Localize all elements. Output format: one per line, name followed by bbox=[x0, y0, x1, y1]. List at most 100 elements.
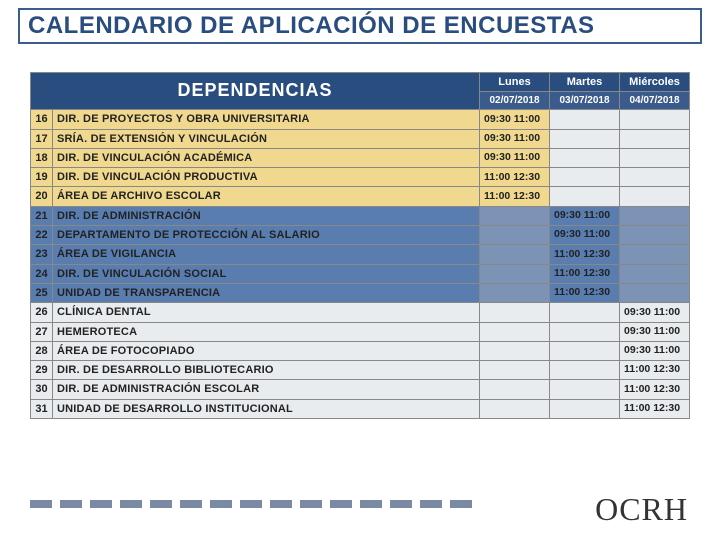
time-cell: 11:00 12:30 bbox=[620, 361, 690, 380]
time-cell: 09:30 11:00 bbox=[620, 341, 690, 360]
time-cell bbox=[550, 399, 620, 418]
dependency-name: DIR. DE PROYECTOS Y OBRA UNIVERSITARIA bbox=[53, 110, 480, 129]
dash bbox=[330, 500, 352, 508]
time-cell bbox=[480, 264, 550, 283]
row-number: 25 bbox=[31, 283, 53, 302]
time-cell: 09:30 11:00 bbox=[550, 206, 620, 225]
dependency-name: SRÍA. DE EXTENSIÓN Y VINCULACIÓN bbox=[53, 129, 480, 148]
row-number: 26 bbox=[31, 303, 53, 322]
dash bbox=[210, 500, 232, 508]
dependency-name: UNIDAD DE TRANSPARENCIA bbox=[53, 283, 480, 302]
dash bbox=[270, 500, 292, 508]
row-number: 19 bbox=[31, 168, 53, 187]
row-number: 22 bbox=[31, 226, 53, 245]
footer-dashes bbox=[30, 500, 472, 508]
dependency-name: HEMEROTECA bbox=[53, 322, 480, 341]
dependency-name: DIR. DE VINCULACIÓN PRODUCTIVA bbox=[53, 168, 480, 187]
dependency-name: ÁREA DE ARCHIVO ESCOLAR bbox=[53, 187, 480, 206]
time-cell bbox=[550, 341, 620, 360]
table-row: 23ÁREA DE VIGILANCIA11:00 12:30 bbox=[31, 245, 690, 264]
time-cell bbox=[620, 168, 690, 187]
row-number: 16 bbox=[31, 110, 53, 129]
time-cell bbox=[550, 361, 620, 380]
time-cell bbox=[480, 322, 550, 341]
dependency-name: ÁREA DE VIGILANCIA bbox=[53, 245, 480, 264]
time-cell bbox=[620, 187, 690, 206]
dash bbox=[420, 500, 442, 508]
time-cell bbox=[550, 168, 620, 187]
page-title: CALENDARIO DE APLICACIÓN DE ENCUESTAS bbox=[18, 8, 702, 44]
time-cell bbox=[480, 245, 550, 264]
dash bbox=[390, 500, 412, 508]
time-cell bbox=[620, 245, 690, 264]
dash bbox=[360, 500, 382, 508]
table-row: 26CLÍNICA DENTAL09:30 11:00 bbox=[31, 303, 690, 322]
header-day-1: Martes bbox=[550, 73, 620, 92]
dependency-name: ÁREA DE FOTOCOPIADO bbox=[53, 341, 480, 360]
time-cell bbox=[550, 380, 620, 399]
time-cell bbox=[480, 226, 550, 245]
header-date-0: 02/07/2018 bbox=[480, 92, 550, 110]
time-cell: 11:00 12:30 bbox=[550, 264, 620, 283]
header-date-2: 04/07/2018 bbox=[620, 92, 690, 110]
time-cell: 11:00 12:30 bbox=[620, 399, 690, 418]
table-row: 17SRÍA. DE EXTENSIÓN Y VINCULACIÓN09:30 … bbox=[31, 129, 690, 148]
time-cell bbox=[480, 283, 550, 302]
dependency-name: DIR. DE DESARROLLO BIBLIOTECARIO bbox=[53, 361, 480, 380]
table-row: 24DIR. DE VINCULACIÓN SOCIAL11:00 12:30 bbox=[31, 264, 690, 283]
time-cell bbox=[550, 187, 620, 206]
row-number: 23 bbox=[31, 245, 53, 264]
time-cell bbox=[550, 110, 620, 129]
time-cell: 11:00 12:30 bbox=[620, 380, 690, 399]
header-day-0: Lunes bbox=[480, 73, 550, 92]
dash bbox=[90, 500, 112, 508]
row-number: 21 bbox=[31, 206, 53, 225]
time-cell bbox=[620, 110, 690, 129]
dash bbox=[30, 500, 52, 508]
dash bbox=[300, 500, 322, 508]
time-cell bbox=[550, 129, 620, 148]
time-cell: 11:00 12:30 bbox=[550, 283, 620, 302]
row-number: 17 bbox=[31, 129, 53, 148]
time-cell bbox=[620, 226, 690, 245]
time-cell: 09:30 11:00 bbox=[550, 226, 620, 245]
row-number: 31 bbox=[31, 399, 53, 418]
time-cell bbox=[480, 361, 550, 380]
table-row: 29DIR. DE DESARROLLO BIBLIOTECARIO 11:00 … bbox=[31, 361, 690, 380]
table-row: 18DIR. DE VINCULACIÓN ACADÉMICA09:30 11:… bbox=[31, 148, 690, 167]
time-cell: 09:30 11:00 bbox=[480, 148, 550, 167]
dependency-name: DIR. DE VINCULACIÓN ACADÉMICA bbox=[53, 148, 480, 167]
table-row: 22DEPARTAMENTO DE PROTECCIÓN AL SALARIO 0… bbox=[31, 226, 690, 245]
time-cell bbox=[480, 206, 550, 225]
dash bbox=[450, 500, 472, 508]
time-cell: 11:00 12:30 bbox=[480, 187, 550, 206]
table-row: 31UNIDAD DE DESARROLLO INSTITUCIONAL 11:0… bbox=[31, 399, 690, 418]
row-number: 29 bbox=[31, 361, 53, 380]
dependency-name: DEPARTAMENTO DE PROTECCIÓN AL SALARIO bbox=[53, 226, 480, 245]
time-cell bbox=[480, 399, 550, 418]
dash bbox=[150, 500, 172, 508]
table-row: 16DIR. DE PROYECTOS Y OBRA UNIVERSITARIA… bbox=[31, 110, 690, 129]
table-row: 28ÁREA DE FOTOCOPIADO09:30 11:00 bbox=[31, 341, 690, 360]
time-cell bbox=[480, 341, 550, 360]
dependency-name: UNIDAD DE DESARROLLO INSTITUCIONAL bbox=[53, 399, 480, 418]
table-row: 30DIR. DE ADMINISTRACIÓN ESCOLAR 11:00 12… bbox=[31, 380, 690, 399]
time-cell: 09:30 11:00 bbox=[620, 322, 690, 341]
row-number: 30 bbox=[31, 380, 53, 399]
schedule-table: DEPENDENCIAS Lunes Martes Miércoles 02/0… bbox=[30, 72, 690, 419]
table-body: 16DIR. DE PROYECTOS Y OBRA UNIVERSITARIA… bbox=[31, 110, 690, 419]
time-cell bbox=[620, 148, 690, 167]
time-cell: 09:30 11:00 bbox=[480, 110, 550, 129]
time-cell bbox=[620, 283, 690, 302]
time-cell: 11:00 12:30 bbox=[480, 168, 550, 187]
dependency-name: DIR. DE ADMINISTRACIÓN ESCOLAR bbox=[53, 380, 480, 399]
time-cell bbox=[550, 148, 620, 167]
dependency-name: DIR. DE VINCULACIÓN SOCIAL bbox=[53, 264, 480, 283]
dash bbox=[240, 500, 262, 508]
time-cell: 09:30 11:00 bbox=[480, 129, 550, 148]
row-number: 27 bbox=[31, 322, 53, 341]
dash bbox=[180, 500, 202, 508]
time-cell bbox=[620, 129, 690, 148]
table-row: 21DIR. DE ADMINISTRACIÓN09:30 11:00 bbox=[31, 206, 690, 225]
table-row: 25UNIDAD DE TRANSPARENCIA 11:00 12:30 bbox=[31, 283, 690, 302]
